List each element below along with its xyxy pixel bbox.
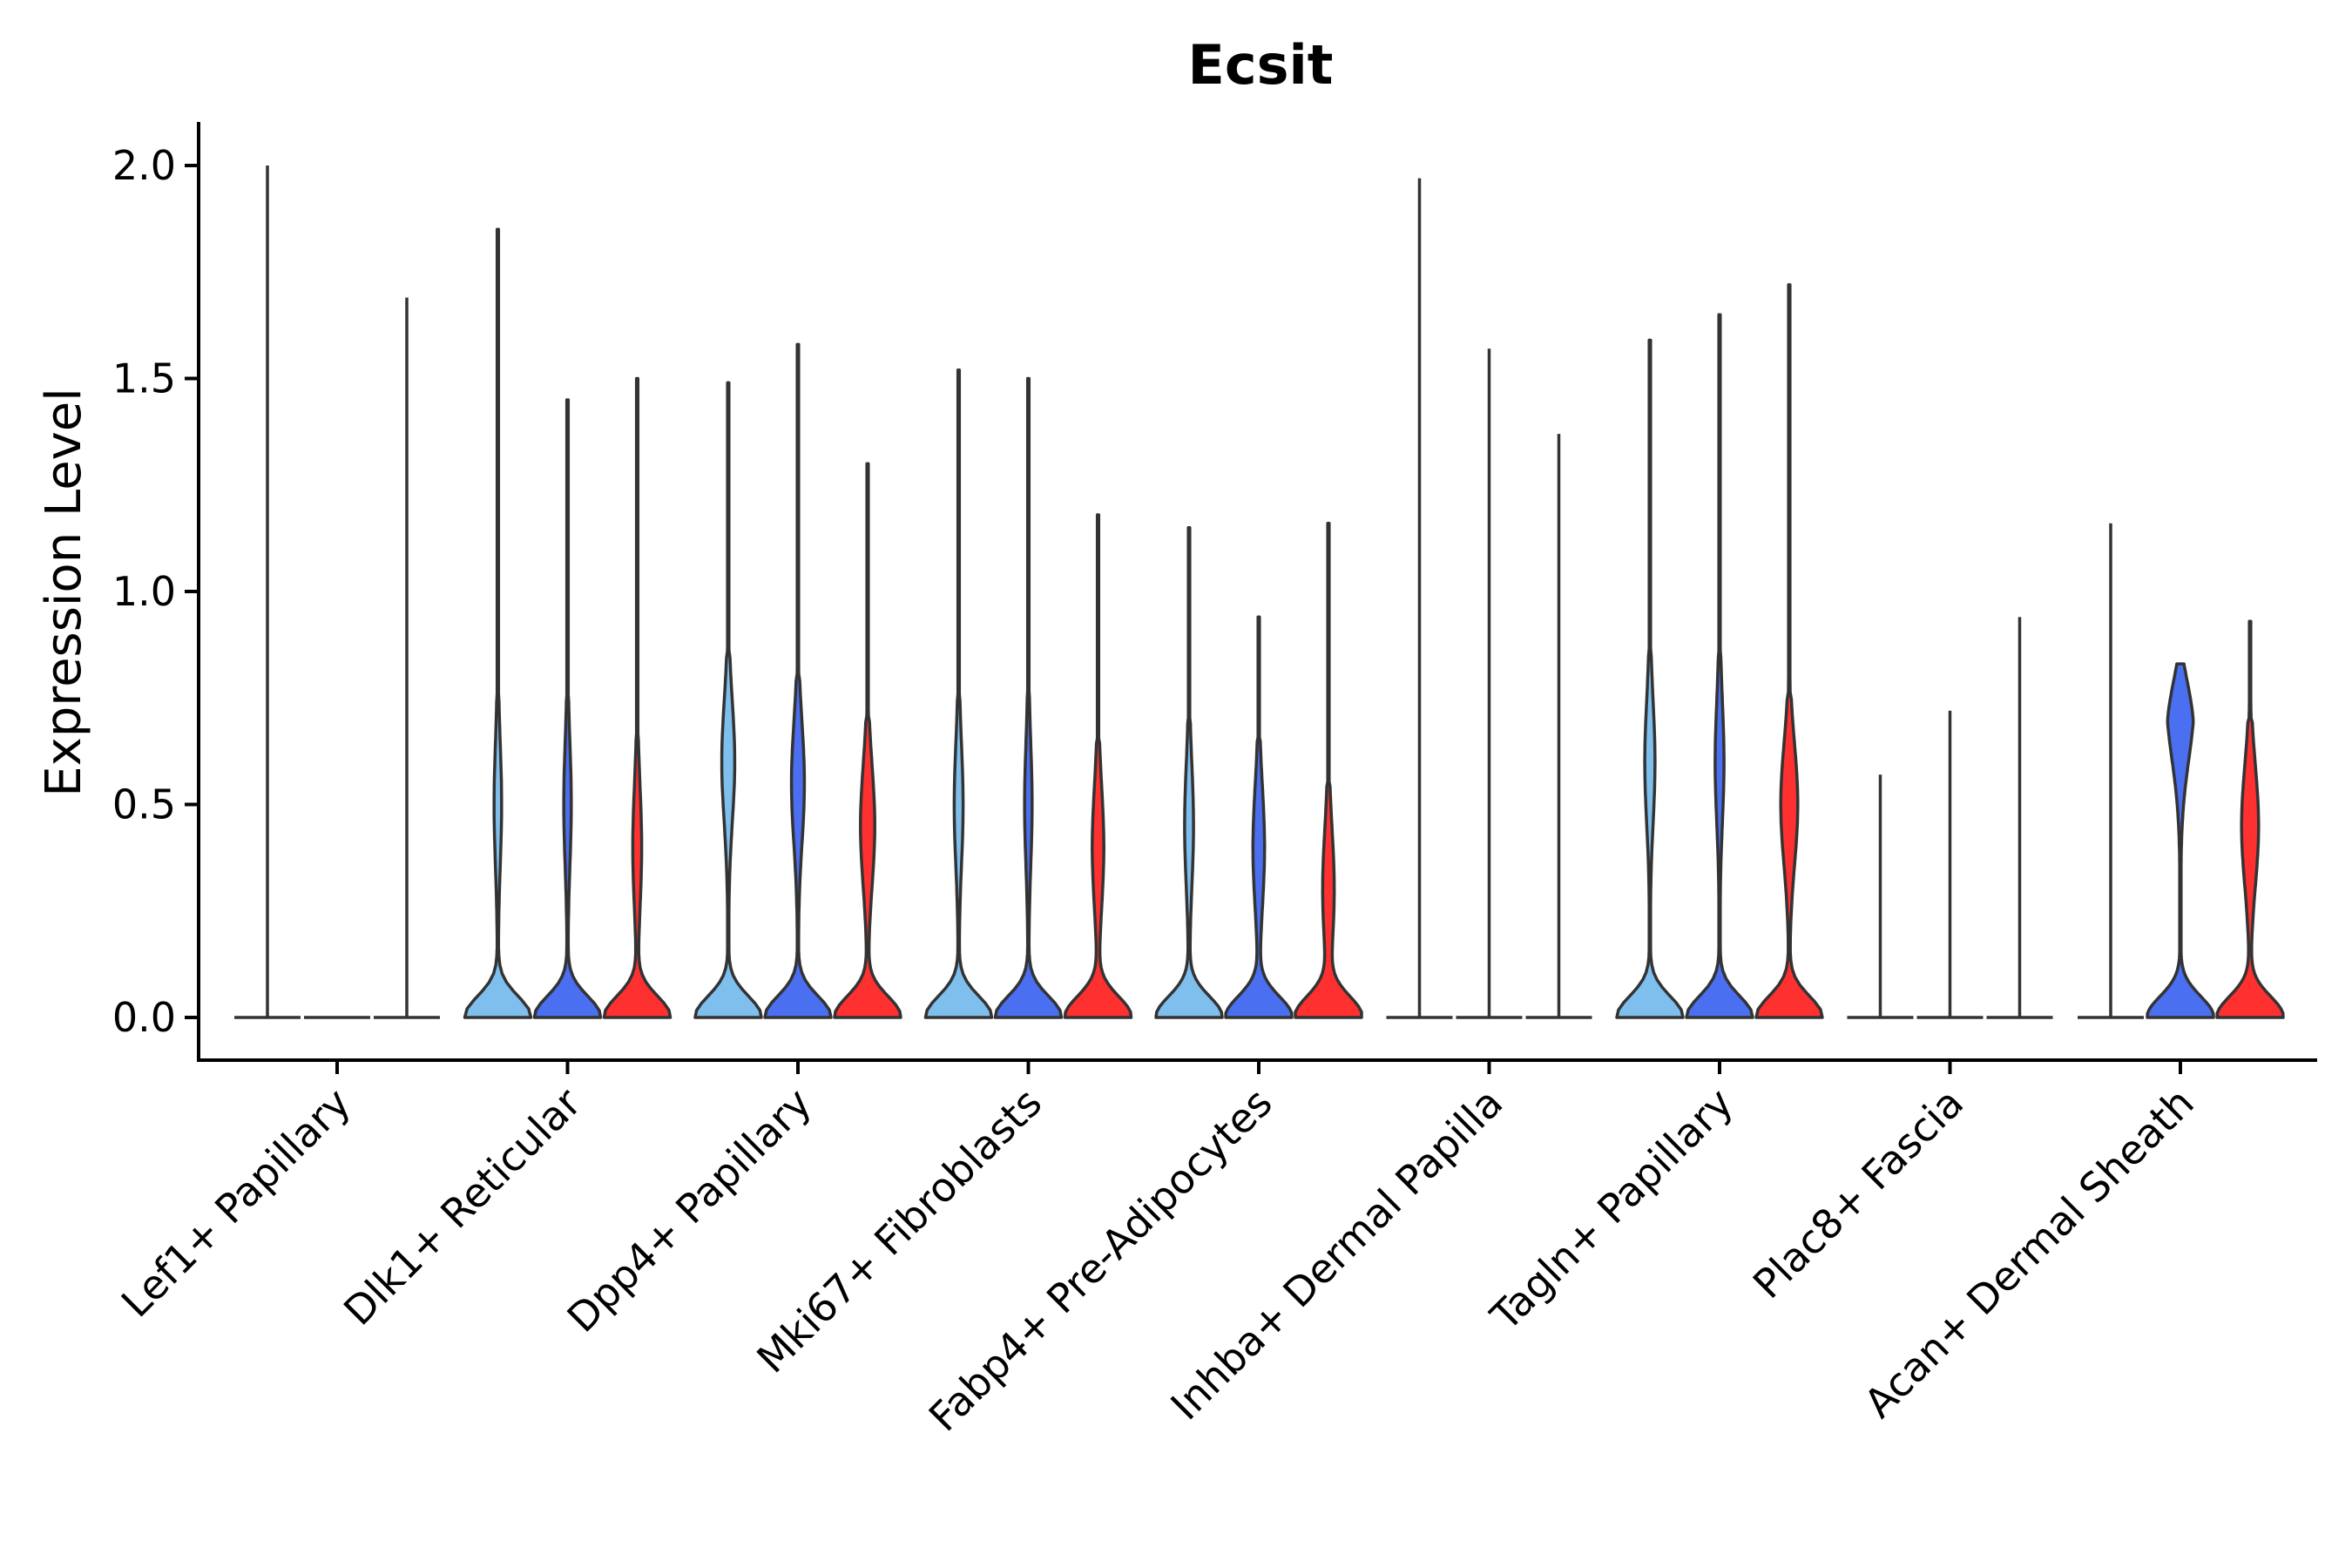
y-tick-label: 0.0 — [112, 994, 176, 1041]
violin-fabp4-pre-adipocytes-group-3 — [1294, 522, 1363, 1019]
violin-dpp4-papillary-group-1 — [693, 381, 763, 1019]
x-tick-label: Dpp4+ Papillary — [558, 1079, 821, 1342]
violin-acan-dermal-sheath-group-3 — [2215, 619, 2285, 1019]
y-tick-label: 0.5 — [112, 781, 176, 828]
violin-dlk1-reticular-group-2 — [532, 398, 603, 1019]
x-tick-label: Lef1+ Papillary — [112, 1079, 360, 1327]
violin-fabp4-pre-adipocytes-group-2 — [1224, 615, 1294, 1019]
violin-fabp4-pre-adipocytes-group-1 — [1154, 525, 1224, 1019]
violin-dlk1-reticular-group-3 — [602, 376, 672, 1019]
y-tick-label: 2.0 — [112, 142, 176, 189]
violin-dlk1-reticular-group-1 — [463, 227, 533, 1019]
violin-tagln-papillary-group-1 — [1615, 338, 1685, 1019]
y-tick-label: 1.5 — [112, 355, 176, 402]
violin-tagln-papillary-group-3 — [1754, 283, 1824, 1019]
y-tick-label: 1.0 — [112, 568, 176, 615]
violin-mki67-fibroblasts-group-1 — [923, 368, 994, 1019]
violin-layer — [234, 166, 2285, 1019]
violin-mki67-fibroblasts-group-3 — [1063, 513, 1133, 1019]
violin-acan-dermal-sheath-group-2 — [2146, 662, 2215, 1019]
x-tick-label: Plac8+ Fascia — [1744, 1079, 1972, 1308]
violin-mki67-fibroblasts-group-2 — [993, 376, 1064, 1019]
violin-tagln-papillary-group-2 — [1685, 313, 1754, 1019]
x-tick-label: Tagln+ Papillary — [1481, 1079, 1742, 1341]
y-axis-label: Expression Level — [36, 388, 92, 797]
x-tick-label: Dlk1+ Reticular — [335, 1079, 590, 1335]
violin-dpp4-papillary-group-2 — [763, 342, 833, 1019]
violin-dpp4-papillary-group-3 — [833, 462, 902, 1019]
chart-title: Ecsit — [1188, 33, 1334, 97]
